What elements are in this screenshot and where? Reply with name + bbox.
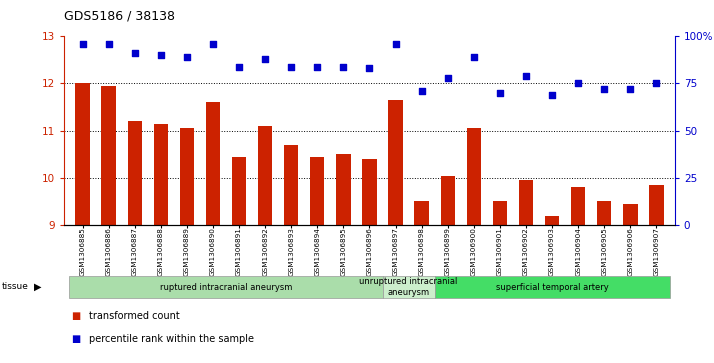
Text: transformed count: transformed count xyxy=(89,311,180,321)
FancyBboxPatch shape xyxy=(69,276,383,298)
Text: superficial temporal artery: superficial temporal artery xyxy=(496,283,608,291)
FancyBboxPatch shape xyxy=(383,276,435,298)
Text: GSM1306892: GSM1306892 xyxy=(262,228,268,276)
Bar xyxy=(180,128,194,225)
Point xyxy=(286,64,297,69)
Text: GSM1306888: GSM1306888 xyxy=(158,228,164,276)
Point xyxy=(494,90,506,96)
Text: GSM1306893: GSM1306893 xyxy=(288,228,294,276)
Bar xyxy=(128,121,142,225)
Point xyxy=(233,64,245,69)
Text: GSM1306896: GSM1306896 xyxy=(366,228,373,276)
Bar xyxy=(519,180,533,225)
Text: GSM1306904: GSM1306904 xyxy=(575,228,581,276)
Bar xyxy=(415,201,429,225)
Point xyxy=(546,92,558,98)
Text: GSM1306890: GSM1306890 xyxy=(210,228,216,276)
Bar xyxy=(388,100,403,225)
Text: GSM1306894: GSM1306894 xyxy=(314,228,321,276)
Point xyxy=(573,81,584,86)
Text: GSM1306889: GSM1306889 xyxy=(184,228,190,276)
Bar xyxy=(467,128,481,225)
Text: GSM1306897: GSM1306897 xyxy=(393,228,398,276)
FancyBboxPatch shape xyxy=(435,276,670,298)
Text: unruptured intracranial
aneurysm: unruptured intracranial aneurysm xyxy=(359,277,458,297)
Point xyxy=(155,52,166,58)
Text: percentile rank within the sample: percentile rank within the sample xyxy=(89,334,254,344)
Bar xyxy=(76,83,90,225)
Bar xyxy=(310,157,324,225)
Bar xyxy=(284,145,298,225)
Text: ruptured intracranial aneurysm: ruptured intracranial aneurysm xyxy=(160,283,292,291)
Bar xyxy=(649,185,663,225)
Text: GSM1306899: GSM1306899 xyxy=(445,228,451,276)
Text: GSM1306898: GSM1306898 xyxy=(418,228,425,276)
Text: ■: ■ xyxy=(71,334,81,344)
Bar xyxy=(493,201,507,225)
Point xyxy=(363,65,376,71)
Point xyxy=(181,54,193,60)
Bar xyxy=(597,201,611,225)
Text: GSM1306906: GSM1306906 xyxy=(628,228,633,276)
Text: GSM1306900: GSM1306900 xyxy=(471,228,477,276)
Bar xyxy=(258,126,272,225)
Point xyxy=(311,64,323,69)
Text: GSM1306886: GSM1306886 xyxy=(106,228,111,276)
Point xyxy=(390,41,401,47)
Bar xyxy=(336,154,351,225)
Point xyxy=(650,81,662,86)
Text: GSM1306907: GSM1306907 xyxy=(653,228,660,276)
Point xyxy=(129,50,141,56)
Text: GSM1306901: GSM1306901 xyxy=(497,228,503,276)
Text: tissue: tissue xyxy=(1,282,29,291)
Text: ▶: ▶ xyxy=(34,282,42,292)
Point xyxy=(442,75,453,81)
Bar xyxy=(362,159,377,225)
Point xyxy=(521,73,532,79)
Point xyxy=(468,54,480,60)
Bar xyxy=(101,86,116,225)
Point xyxy=(103,41,114,47)
Text: GSM1306903: GSM1306903 xyxy=(549,228,555,276)
Text: GSM1306905: GSM1306905 xyxy=(601,228,608,276)
Point xyxy=(207,41,218,47)
Point xyxy=(625,86,636,92)
Point xyxy=(77,41,89,47)
Point xyxy=(598,86,610,92)
Text: ■: ■ xyxy=(71,311,81,321)
Point xyxy=(338,64,349,69)
Text: GSM1306891: GSM1306891 xyxy=(236,228,242,276)
Bar xyxy=(623,204,638,225)
Bar xyxy=(545,216,559,225)
Point xyxy=(259,56,271,62)
Text: GSM1306895: GSM1306895 xyxy=(341,228,346,276)
Bar xyxy=(206,102,220,225)
Text: GSM1306902: GSM1306902 xyxy=(523,228,529,276)
Bar xyxy=(232,157,246,225)
Text: GSM1306887: GSM1306887 xyxy=(131,228,138,276)
Bar xyxy=(571,187,585,225)
Text: GDS5186 / 38138: GDS5186 / 38138 xyxy=(64,9,175,22)
Text: GSM1306885: GSM1306885 xyxy=(79,228,86,276)
Bar xyxy=(154,123,168,225)
Bar xyxy=(441,175,455,225)
Point xyxy=(416,88,428,94)
